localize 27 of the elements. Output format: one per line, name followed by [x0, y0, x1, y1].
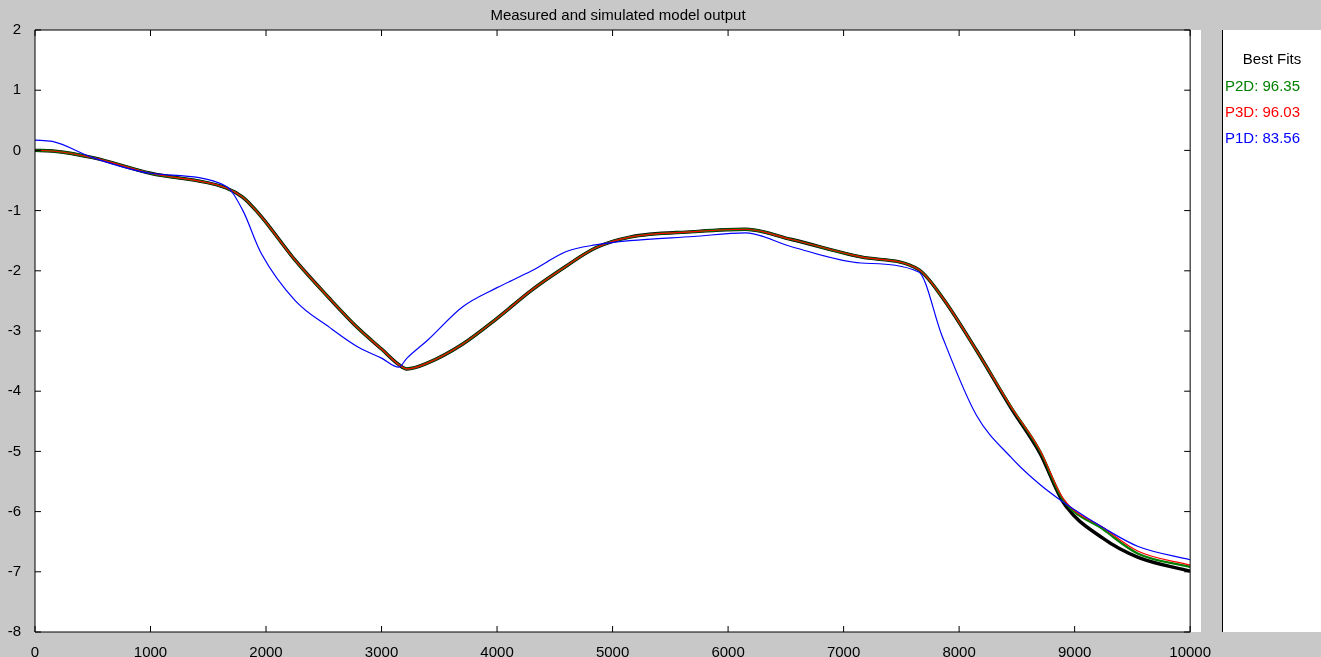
x-tick-label: 8000 — [942, 643, 976, 657]
x-tick-label: 6000 — [711, 643, 745, 657]
chart-title: Measured and simulated model output — [489, 6, 747, 23]
y-tick-label: -2 — [7, 260, 21, 278]
x-tick-label: 5000 — [595, 643, 630, 657]
y-tick-label: -3 — [7, 321, 21, 339]
x-tick-label: 2000 — [249, 643, 283, 657]
x-tick-label: 1000 — [133, 643, 168, 657]
x-tick-label: 4000 — [480, 643, 514, 657]
y-tick-label: 2 — [12, 20, 21, 38]
text: P2D: 96.35 — [1224, 76, 1302, 96]
y-tick-label: -5 — [7, 441, 21, 459]
x-tick-label: 3000 — [364, 643, 399, 657]
legend-title: Best Fits — [1241, 50, 1303, 67]
text: P1D: 83.56 — [1224, 128, 1302, 148]
x-tick-label: 9000 — [1057, 643, 1092, 657]
x-tick-label: 0 — [30, 643, 40, 657]
text: P3D: 96.03 — [1224, 102, 1302, 122]
y-tick-label: 0 — [12, 140, 21, 158]
y-tick-label: -6 — [7, 501, 21, 519]
y-tick-label: -7 — [7, 561, 21, 579]
y-tick-label: -8 — [7, 622, 21, 640]
y-tick-label: -4 — [7, 381, 21, 399]
x-tick-label: 10000 — [1169, 643, 1211, 657]
y-tick-label: 1 — [12, 80, 21, 98]
x-tick-label: 7000 — [826, 643, 861, 657]
y-tick-label: -1 — [7, 200, 21, 218]
